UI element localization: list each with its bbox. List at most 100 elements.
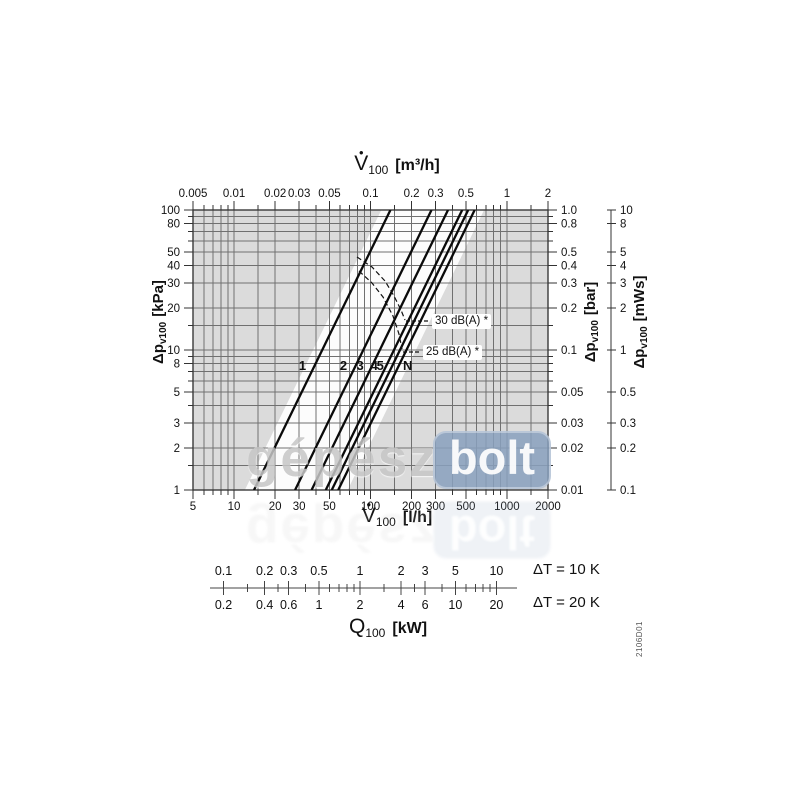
power-scale [210,581,517,595]
svg-text:300: 300 [426,501,445,513]
watermark-text: gépész [246,429,438,488]
svg-text:0.3: 0.3 [620,418,636,430]
delta-t-20k-label: ΔT = 20 K [533,594,600,611]
svg-text:0.05: 0.05 [318,188,340,200]
svg-text:0.03: 0.03 [561,418,583,430]
top-axis-title: V • 100 [m³/h] [354,145,440,177]
svg-text:0.01: 0.01 [561,485,583,497]
svg-text:2: 2 [340,358,347,373]
svg-text:0.1: 0.1 [215,564,232,578]
flow-dot-icon: • [358,145,364,161]
svg-text:6: 6 [422,598,429,612]
svg-text:0.5: 0.5 [458,188,474,200]
svg-text:0.3: 0.3 [428,188,444,200]
flow-symbol: V • [361,497,376,527]
svg-text:0.01: 0.01 [223,188,245,200]
svg-text:2: 2 [545,188,551,200]
svg-text:2: 2 [620,303,626,315]
svg-text:3: 3 [356,358,363,373]
svg-text:1: 1 [174,485,180,497]
svg-text:500: 500 [456,501,475,513]
svg-text:5: 5 [174,387,180,399]
mws-axis [607,209,616,491]
flow-symbol: V • [354,145,369,175]
axis-ticks [184,201,557,499]
svg-text:0.5: 0.5 [620,387,636,399]
svg-text:100: 100 [161,205,180,217]
svg-text:0.8: 0.8 [561,219,577,231]
svg-text:0.005: 0.005 [179,188,208,200]
svg-text:1: 1 [299,358,306,373]
svg-text:0.2: 0.2 [561,303,577,315]
svg-text:1: 1 [315,598,322,612]
valve-preset-lines [252,210,476,490]
watermark-reflection: gépész bolt [240,496,560,561]
svg-text:20: 20 [489,598,503,612]
svg-text:10: 10 [228,501,241,513]
flow-dot-icon: • [366,497,372,513]
svg-text:0.4: 0.4 [561,261,578,273]
noise-curves [356,256,429,353]
svg-text:1.0: 1.0 [561,205,577,217]
svg-text:0.6: 0.6 [280,598,297,612]
power-axis-title: Q100 [kW] [348,615,428,640]
svg-text:10: 10 [448,598,462,612]
svg-text:0.1: 0.1 [620,485,636,497]
bottom-axis-title: V • 100 [l/h] [361,497,433,529]
svg-text:1: 1 [357,564,364,578]
svg-text:10: 10 [620,205,633,217]
svg-text:50: 50 [167,247,180,259]
svg-text:3: 3 [620,278,626,290]
svg-text:100: 100 [361,501,380,513]
svg-text:20: 20 [167,303,180,315]
noise-label-25db: 25 dB(A) * [423,345,483,360]
svg-text:0.05: 0.05 [561,387,583,399]
svg-text:4: 4 [398,598,405,612]
mws-axis-title: Δpv100[mWs] [631,275,650,369]
svg-text:4: 4 [371,358,379,373]
svg-text:0.03: 0.03 [288,188,310,200]
bar-axis-title: Δpv100[bar] [582,281,601,363]
svg-text:50: 50 [323,501,336,513]
svg-text:0.1: 0.1 [561,345,577,357]
svg-text:8: 8 [620,219,626,231]
svg-text:8: 8 [174,359,180,371]
svg-text:0.3: 0.3 [561,278,577,290]
svg-text:0.2: 0.2 [256,564,273,578]
delta-t-10k-label: ΔT = 10 K [533,561,600,578]
watermark: gépész bolt [240,430,560,494]
axis-tick-labels: 0.005 5 0.01 10 0.02 20 0.03 30 0.05 50 0.1 100 0.2 2… [161,188,636,513]
svg-text:0.3: 0.3 [280,564,297,578]
svg-text:0.2: 0.2 [215,598,232,612]
svg-text:2: 2 [398,564,405,578]
power-scale-labels: 0.1 0.2 0.2 0.4 0.3 0.6 0.5 1 1 2 2 4 3 6 5 10 10 20 [215,564,504,612]
svg-text:3: 3 [174,418,180,430]
svg-text:80: 80 [167,219,180,231]
document-number: 2106D01 [634,621,644,657]
svg-text:30: 30 [167,278,180,290]
svg-text:40: 40 [167,261,180,273]
svg-text:5: 5 [620,247,626,259]
svg-text:0.5: 0.5 [310,564,327,578]
noise-label-30db: 30 dB(A) * [432,314,492,329]
svg-text:1: 1 [504,188,510,200]
svg-text:0.1: 0.1 [363,188,379,200]
svg-text:0.02: 0.02 [561,443,583,455]
svg-text:0.4: 0.4 [256,598,273,612]
svg-text:0.2: 0.2 [620,443,636,455]
svg-text:10: 10 [489,564,503,578]
svg-text:20: 20 [269,501,282,513]
svg-text:2: 2 [174,443,180,455]
valve-preset-labels: 1 2 3 45 N [299,358,413,373]
left-axis-title: Δpv100[kPa] [150,280,169,364]
svg-text:1: 1 [620,345,626,357]
svg-text:0.5: 0.5 [561,247,577,259]
svg-text:0.2: 0.2 [404,188,420,200]
svg-text:5: 5 [377,358,384,373]
svg-text:5: 5 [190,501,196,513]
svg-text:3: 3 [422,564,429,578]
